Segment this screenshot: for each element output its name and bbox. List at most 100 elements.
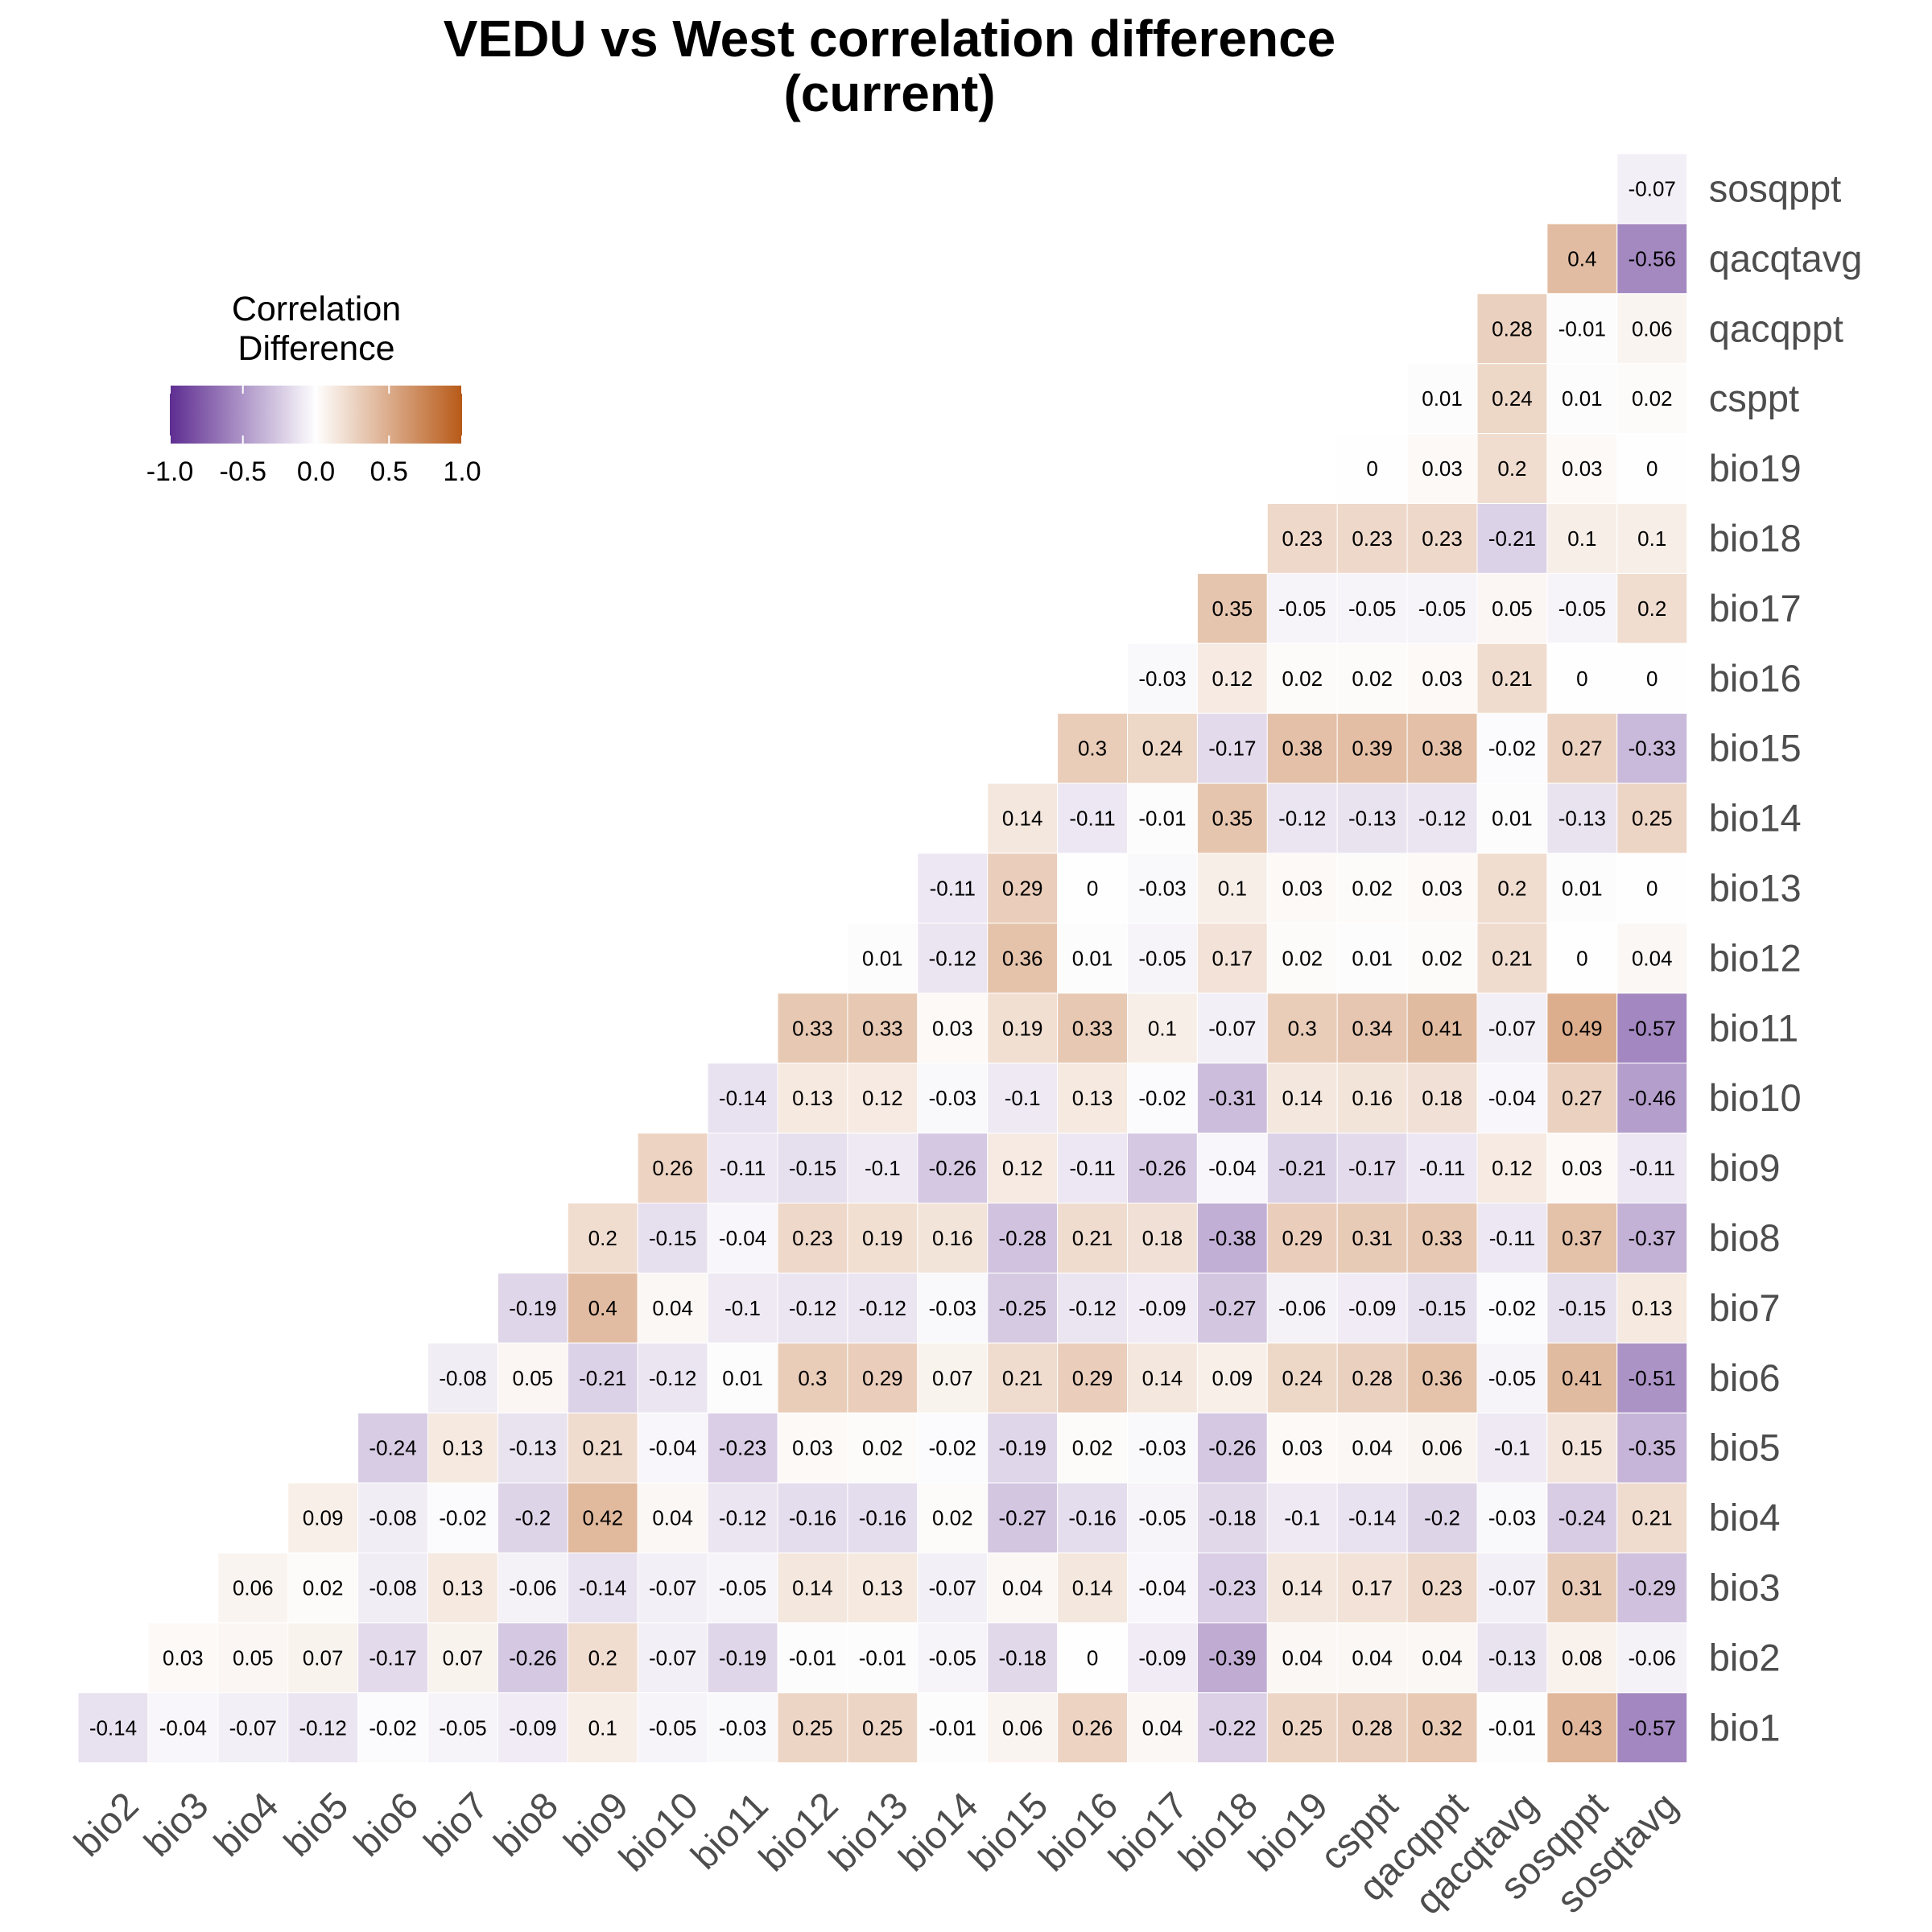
heatmap-cell xyxy=(847,1203,919,1274)
heatmap-cell xyxy=(777,1133,848,1203)
cell-value-label: 0.18 xyxy=(1422,1086,1463,1110)
cell-value-label: 0.32 xyxy=(1422,1715,1463,1740)
cell-value-label: 0.19 xyxy=(1002,1016,1043,1040)
cell-value-label: -0.51 xyxy=(1629,1366,1676,1390)
heatmap-cell xyxy=(567,1412,638,1484)
heatmap-cell xyxy=(1476,1272,1548,1344)
cell-value-label: 0.2 xyxy=(588,1645,617,1670)
heatmap-cell xyxy=(1546,223,1618,295)
heatmap-cell xyxy=(1266,923,1338,994)
cell-value-label: -0.07 xyxy=(1488,1575,1536,1600)
cell-value-label: -0.16 xyxy=(1068,1506,1116,1530)
cell-value-label: 0.38 xyxy=(1422,737,1463,761)
cell-value-label: 0.07 xyxy=(303,1645,344,1670)
cell-value-label: -0.11 xyxy=(1629,1156,1675,1180)
heatmap-cell xyxy=(637,1482,708,1554)
cell-value-label: -0.14 xyxy=(1348,1506,1396,1530)
cell-value-label: -0.05 xyxy=(1488,1366,1536,1390)
heatmap-cell xyxy=(1406,433,1478,504)
cell-value-label: 0.2 xyxy=(1637,597,1666,621)
heatmap-cell xyxy=(847,1412,919,1484)
heatmap-cell xyxy=(1336,1133,1408,1203)
cell-value-label: -0.15 xyxy=(1418,1296,1466,1320)
legend-tick-label: 1.0 xyxy=(443,456,481,487)
cell-value-label: 0.31 xyxy=(1352,1226,1393,1250)
heatmap-cell xyxy=(567,1552,638,1624)
cell-value-label: 0.43 xyxy=(1562,1715,1603,1740)
heatmap-cell xyxy=(1616,712,1688,784)
heatmap-cell xyxy=(1616,503,1688,574)
cell-value-label: 0.3 xyxy=(798,1366,827,1390)
cell-value-label: -0.11 xyxy=(1069,807,1115,831)
heatmap-cells xyxy=(77,153,1688,1764)
heatmap-cell xyxy=(1127,1342,1198,1414)
cell-value-label: -0.23 xyxy=(1208,1575,1256,1600)
heatmap-cell xyxy=(357,1692,429,1764)
cell-value-label: -0.09 xyxy=(1138,1296,1186,1320)
y-axis-tick-label: sosqppt xyxy=(1709,167,1842,209)
cell-value-label: -0.2 xyxy=(1424,1506,1460,1530)
cell-value-label: -0.35 xyxy=(1629,1436,1676,1460)
cell-value-label: -0.11 xyxy=(720,1156,766,1180)
cell-value-label: 0.03 xyxy=(1282,1436,1323,1460)
heatmap-cell xyxy=(1127,712,1198,784)
heatmap-cell xyxy=(847,1552,919,1624)
heatmap-cell xyxy=(497,1412,568,1484)
cell-value-label: -0.09 xyxy=(1348,1296,1396,1320)
heatmap-cell xyxy=(1616,1552,1688,1624)
heatmap-cell xyxy=(1266,642,1338,714)
heatmap-cell xyxy=(1127,1063,1198,1134)
cell-value-label: 0 xyxy=(1366,456,1377,481)
heatmap-cell xyxy=(707,1342,778,1414)
cell-value-label: 0.02 xyxy=(1632,386,1673,411)
cell-value-label: -0.14 xyxy=(89,1715,137,1740)
cell-value-label: 0.4 xyxy=(588,1296,617,1320)
heatmap-cell xyxy=(1127,1412,1198,1484)
heatmap-cell xyxy=(707,1412,778,1484)
heatmap-cell xyxy=(987,1552,1059,1624)
cell-value-label: 0.21 xyxy=(582,1436,623,1460)
cell-value-label: 0.04 xyxy=(1422,1645,1463,1670)
cell-value-label: 0 xyxy=(1087,876,1098,900)
legend-tick-label: -1.0 xyxy=(147,456,194,487)
cell-value-label: 0.24 xyxy=(1142,737,1183,761)
heatmap-cell xyxy=(1266,782,1338,854)
cell-value-label: -0.02 xyxy=(1488,737,1536,761)
cell-value-label: 0.02 xyxy=(1282,946,1323,970)
heatmap-cell xyxy=(1057,1552,1128,1624)
cell-value-label: 0.16 xyxy=(932,1226,973,1250)
cell-value-label: -0.12 xyxy=(789,1296,836,1320)
legend-tick-label: 0.5 xyxy=(370,456,408,487)
cell-value-label: 0.36 xyxy=(1002,946,1043,970)
heatmap-cell xyxy=(777,993,848,1064)
cell-value-label: -0.05 xyxy=(1138,946,1186,970)
legend-tick-label: 0.0 xyxy=(297,456,335,487)
heatmap-cell xyxy=(1127,1692,1198,1764)
cell-value-label: -0.01 xyxy=(1138,807,1186,831)
heatmap-cell xyxy=(917,1203,989,1274)
cell-value-label: -0.05 xyxy=(439,1715,486,1740)
heatmap-cell xyxy=(567,1692,638,1764)
heatmap-cell xyxy=(917,1063,989,1134)
heatmap-cell xyxy=(1336,1342,1408,1414)
cell-value-label: -0.13 xyxy=(1558,807,1606,831)
heatmap-cell xyxy=(1476,433,1548,504)
heatmap-cell xyxy=(1616,293,1688,365)
heatmap-cell xyxy=(1476,712,1548,784)
cell-value-label: 0.41 xyxy=(1562,1366,1603,1390)
cell-value-label: 0.1 xyxy=(1218,876,1247,900)
y-axis-tick-label: bio2 xyxy=(1709,1636,1781,1678)
cell-value-label: 0 xyxy=(1576,946,1587,970)
cell-value-label: 0.38 xyxy=(1282,737,1323,761)
heatmap-cell xyxy=(427,1412,498,1484)
cell-value-label: 0.03 xyxy=(792,1436,833,1460)
cell-value-label: -0.12 xyxy=(929,946,976,970)
cell-value-label: 0.03 xyxy=(932,1016,973,1040)
cell-value-label: -0.11 xyxy=(1069,1156,1115,1180)
cell-value-label: 0.33 xyxy=(792,1016,833,1040)
cell-value-label: -0.09 xyxy=(509,1715,556,1740)
heatmap-cell xyxy=(1127,642,1198,714)
heatmap-cell xyxy=(1057,1272,1128,1344)
heatmap-cell xyxy=(1127,1133,1198,1203)
heatmap-cell xyxy=(1266,1342,1338,1414)
